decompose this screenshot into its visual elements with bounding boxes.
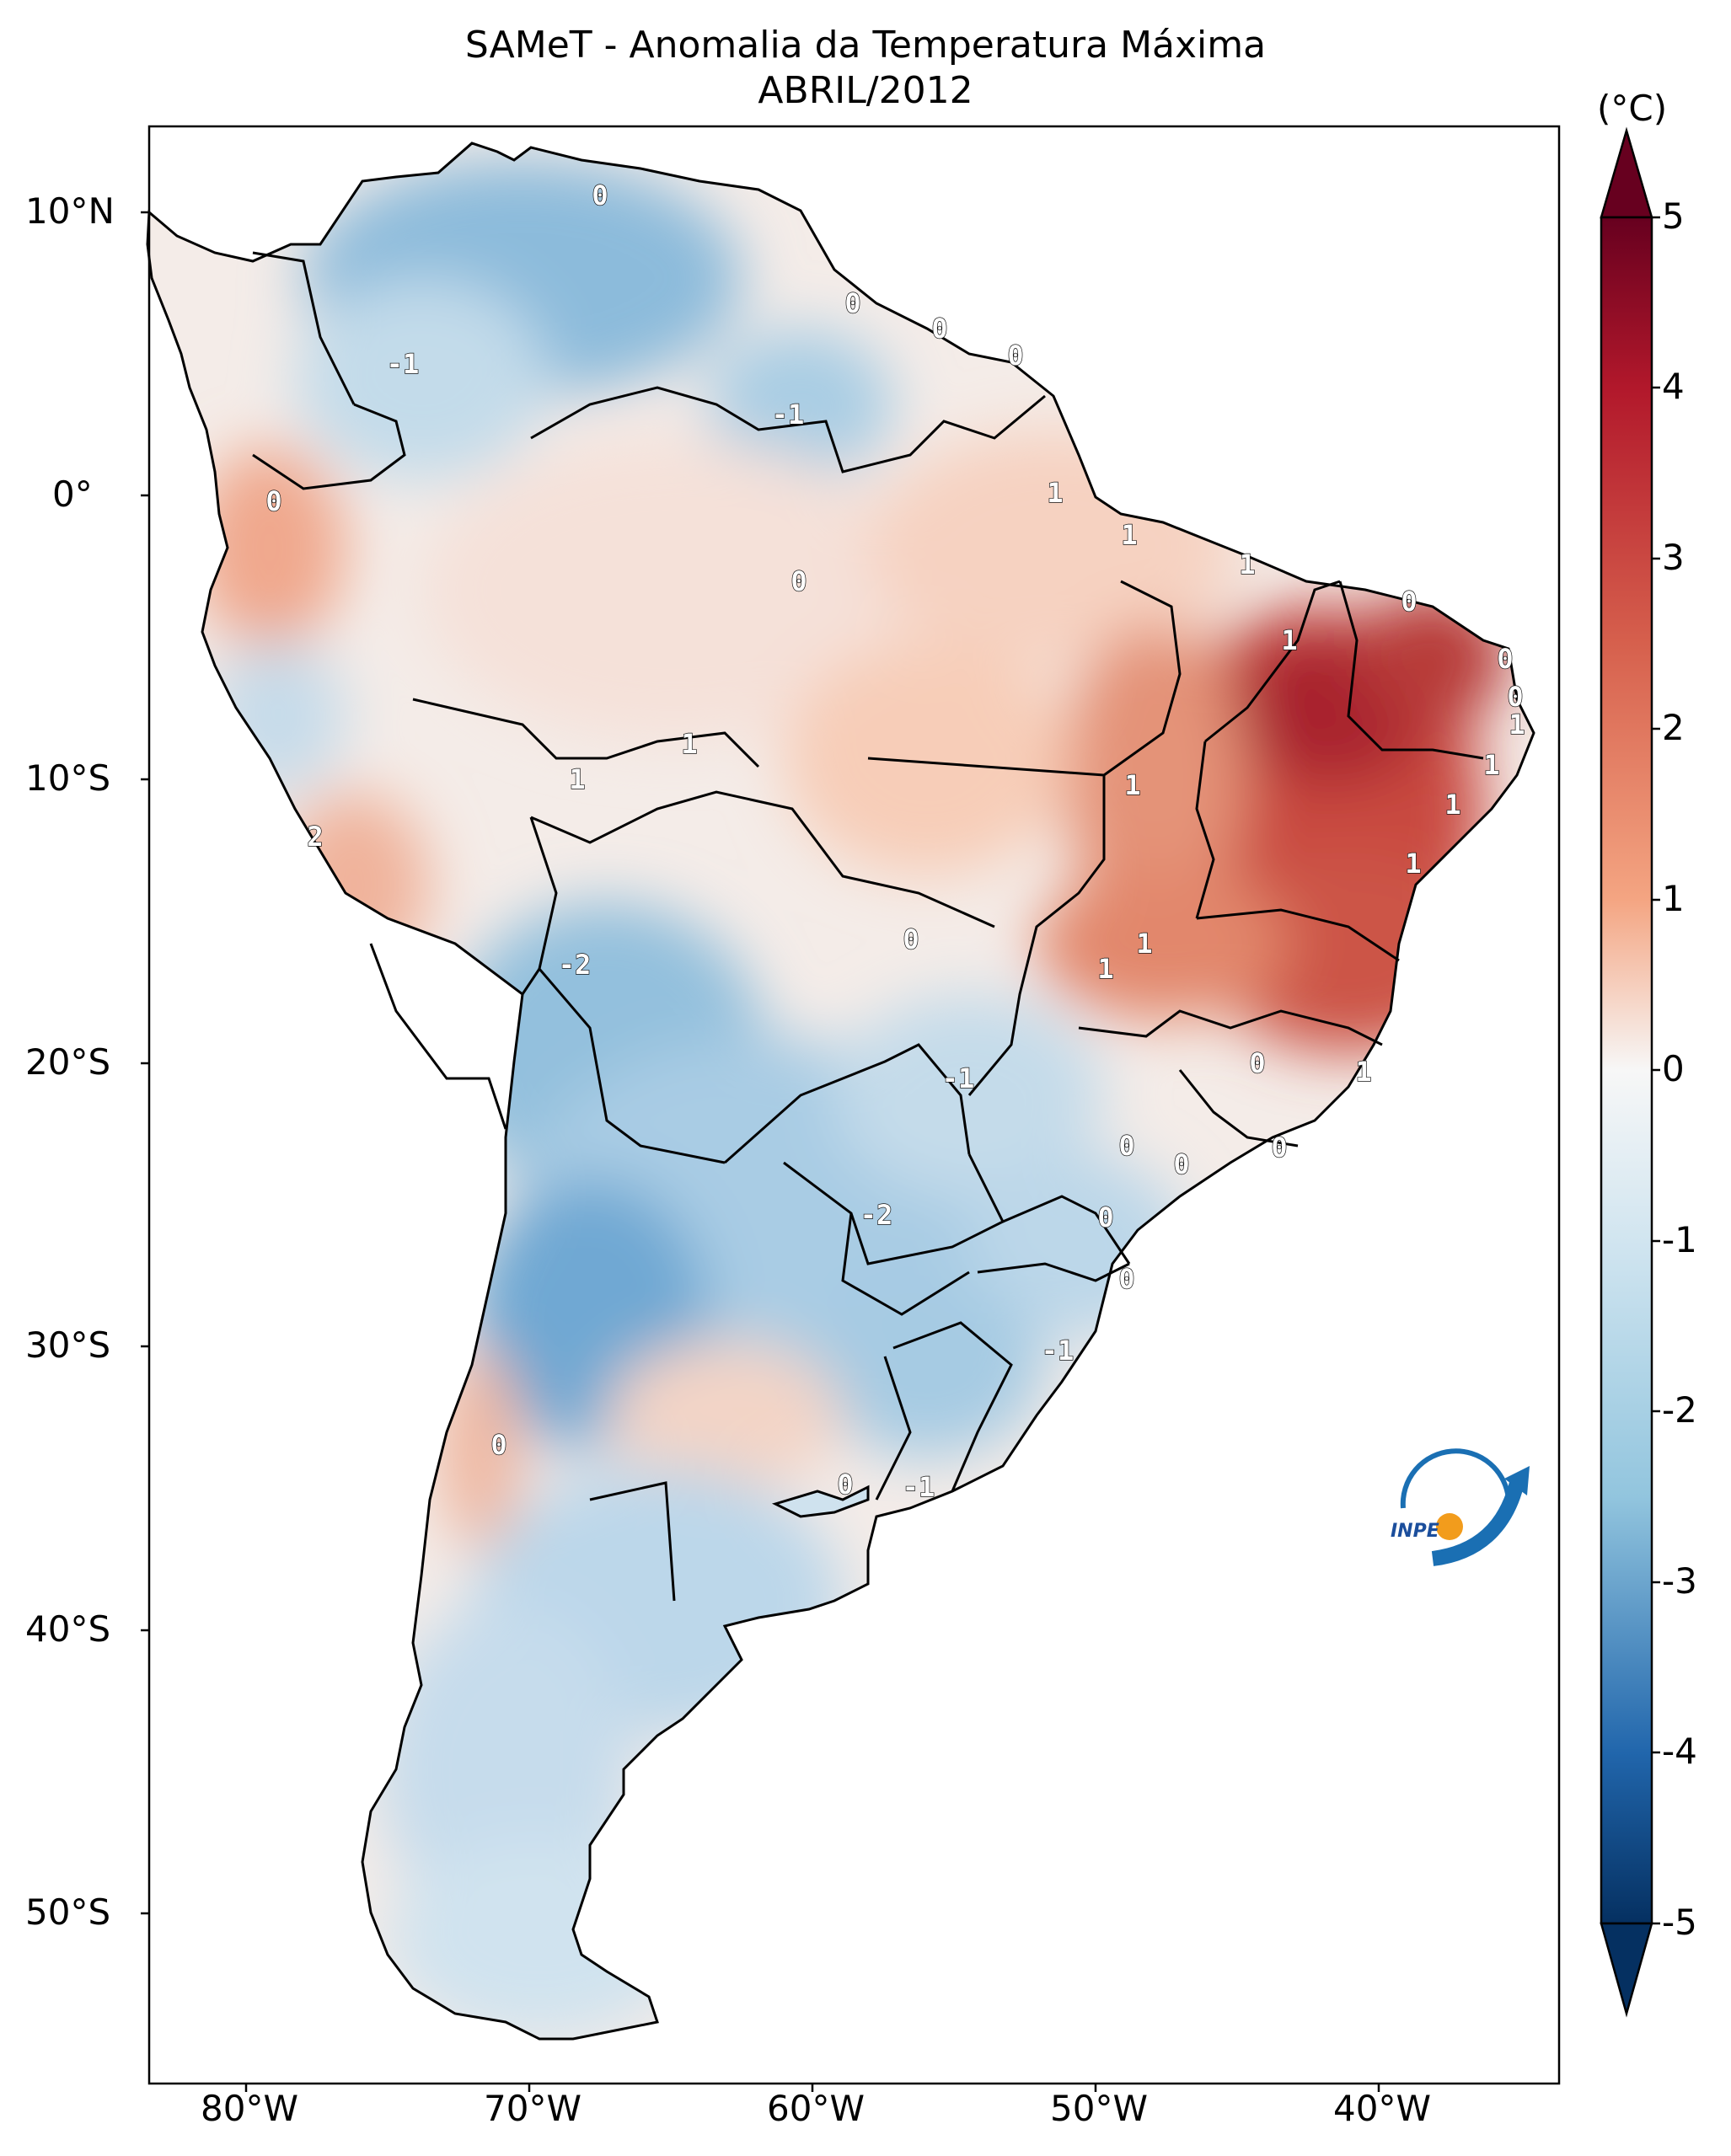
contour-label: 1: [1121, 518, 1139, 551]
lat-label: 10°S: [25, 757, 111, 799]
colorbar-tick: -4: [1662, 1731, 1697, 1772]
chart-title: SAMeT - Anomalia da Temperatura Máxima: [464, 24, 1267, 67]
plot-frame: [147, 125, 1561, 2085]
country-borders: [252, 251, 1484, 1602]
falkland-islands: [771, 1485, 870, 1518]
colorbar-tick: -3: [1662, 1560, 1697, 1602]
contour-label: 1: [1239, 548, 1257, 580]
lon-label: 70°W: [484, 2088, 581, 2129]
lat-label: 10°N: [25, 190, 115, 232]
contour-label: 1: [1124, 768, 1142, 801]
contour-label: 1: [1405, 847, 1423, 880]
lon-label: 80°W: [201, 2088, 298, 2129]
lat-label: 50°S: [25, 1891, 111, 1933]
lat-label: 40°S: [25, 1608, 111, 1650]
contour-label: 0: [903, 923, 920, 955]
contour-label: 0: [837, 1468, 855, 1501]
colorbar-unit: (°C): [1597, 88, 1668, 129]
inpe-logo-text: INPE: [1391, 1521, 1439, 1542]
contour-label: 0: [490, 1428, 508, 1461]
contour-label: 1: [1047, 476, 1064, 509]
lon-label: 50°W: [1050, 2088, 1148, 2129]
contour-label: 0: [1249, 1046, 1267, 1079]
colorbar-tick: -2: [1662, 1389, 1697, 1431]
contour-label: 0: [1497, 642, 1514, 675]
contour-label: 1: [1281, 623, 1299, 656]
lon-label: 60°W: [767, 2088, 865, 2129]
contour-label: -1: [1041, 1334, 1075, 1367]
contour-label: 0: [1271, 1131, 1289, 1164]
colorbar-tick: 1: [1662, 878, 1685, 919]
colorbar-tick: 2: [1662, 707, 1685, 748]
colorbar-tick: 4: [1662, 366, 1685, 407]
inpe-logo: [1400, 1448, 1530, 1566]
colorbar-tick: -1: [1662, 1219, 1697, 1260]
colorbar-tick: 5: [1662, 195, 1685, 237]
colorbar-tick: -5: [1662, 1902, 1697, 1943]
contour-label: 1: [1097, 952, 1115, 985]
lat-label: 0°: [52, 473, 93, 515]
contour-label: -1: [386, 347, 420, 380]
contour-label: 0: [1507, 680, 1525, 713]
contour-label: 0: [1118, 1129, 1136, 1162]
contour-label: 1: [1355, 1055, 1373, 1088]
contour-label: -2: [558, 948, 592, 981]
contour-label: 0: [1007, 339, 1025, 372]
contour-label: -2: [860, 1198, 893, 1231]
contour-label: 0: [1173, 1148, 1191, 1180]
contour-label: 1: [1483, 748, 1501, 781]
contour-label: 1: [569, 762, 587, 795]
lon-label: 40°W: [1333, 2088, 1431, 2129]
contour-label: 0: [844, 286, 862, 319]
contour-label: -1: [941, 1062, 975, 1094]
contour-label: 0: [931, 312, 949, 345]
contour-label: 2: [307, 820, 324, 853]
lat-label: 20°S: [25, 1041, 111, 1083]
contour-label: 1: [681, 727, 699, 760]
contour-label: 0: [790, 564, 808, 597]
chart-subtitle: ABRIL/2012: [758, 69, 973, 112]
contour-label: -1: [771, 398, 805, 431]
colorbar: [1600, 126, 1660, 2018]
colorbar-tick: 3: [1662, 537, 1685, 578]
contour-label: 0: [1097, 1201, 1115, 1233]
contour-label: -1: [902, 1470, 935, 1503]
contour-label: 0: [592, 179, 609, 211]
contour-label: 0: [1401, 585, 1418, 618]
lat-label: 30°S: [25, 1324, 111, 1366]
contour-label: 0: [265, 484, 283, 517]
contour-label: 1: [1509, 708, 1526, 741]
axis-ticks: [141, 211, 1380, 2092]
contour-label: 0: [1118, 1262, 1136, 1295]
colorbar-tick: 0: [1662, 1048, 1685, 1089]
contour-label: 1: [1444, 788, 1462, 821]
contour-label: 1: [1136, 927, 1154, 960]
